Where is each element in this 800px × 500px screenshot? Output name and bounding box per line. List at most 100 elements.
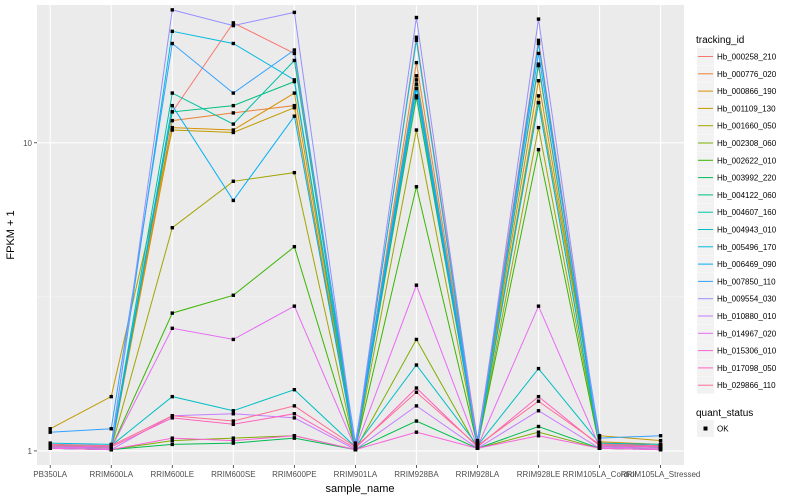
legend-ok-marker — [703, 426, 708, 431]
legend-label: Hb_006469_090 — [717, 260, 777, 269]
data-point — [292, 78, 297, 82]
legend-label: Hb_001660_050 — [717, 122, 777, 131]
legend-label: Hb_005496_170 — [717, 243, 777, 252]
legend-items: Hb_000258_210 Hb_000776_020 Hb_000866_190 H… — [697, 48, 777, 394]
data-point — [536, 51, 541, 56]
legend-item: Hb_001109_130 — [697, 99, 776, 117]
legend-label: Hb_000776_020 — [717, 70, 777, 79]
data-point — [536, 62, 541, 66]
data-point — [231, 128, 236, 132]
data-point — [231, 91, 236, 95]
data-point — [292, 387, 297, 392]
data-point — [292, 416, 297, 420]
data-point — [170, 41, 174, 46]
data-point — [536, 409, 541, 413]
legend-item: Hb_003992_220 — [697, 169, 777, 187]
data-point — [231, 111, 236, 115]
x-tick-label: RRIM928LE — [517, 470, 561, 479]
legend-item: Hb_004122_060 — [697, 186, 777, 204]
data-point — [536, 394, 541, 399]
data-point — [170, 414, 174, 418]
data-point — [109, 447, 113, 452]
data-point — [170, 311, 174, 315]
data-point — [536, 41, 541, 46]
legend-label: Hb_004122_060 — [717, 191, 777, 200]
data-point — [170, 442, 174, 447]
data-point — [536, 38, 541, 43]
data-point — [231, 293, 236, 297]
data-point — [292, 244, 297, 249]
data-point — [48, 442, 52, 447]
x-tick-label: RRIM600PE — [272, 470, 316, 479]
data-point — [414, 390, 419, 394]
data-point — [231, 422, 236, 426]
data-point — [231, 130, 236, 135]
x-tick-label: RRIM901LA — [334, 470, 378, 479]
legend-item: Hb_010880_010 — [697, 307, 777, 325]
data-point — [170, 326, 174, 330]
data-point — [292, 114, 297, 118]
data-point — [292, 105, 297, 110]
data-point — [353, 445, 358, 449]
legend-item: Hb_014967_020 — [697, 324, 777, 342]
legend-item: Hb_002308_060 — [697, 134, 777, 152]
data-point — [170, 118, 174, 123]
data-point — [170, 125, 174, 130]
legend-item: Hb_029866_110 — [697, 376, 776, 394]
data-point — [292, 434, 297, 438]
x-tick-label: RRIM928BA — [394, 470, 439, 479]
data-point — [292, 412, 297, 416]
data-point — [170, 226, 174, 230]
x-tick-label: RRIM600LA — [89, 470, 133, 479]
data-point — [414, 38, 419, 43]
data-point — [475, 438, 480, 443]
data-point — [414, 386, 419, 390]
data-point — [353, 441, 358, 445]
data-point — [536, 399, 541, 403]
data-point — [292, 304, 297, 308]
legend-item: Hb_004943_010 — [697, 221, 777, 238]
data-point — [292, 51, 297, 56]
legend-item: Hb_006469_090 — [697, 255, 777, 273]
legend-label: Hb_000258_210 — [717, 53, 777, 62]
legend-label: Hb_004943_010 — [717, 226, 777, 235]
data-point — [658, 447, 663, 452]
y-tick-label: 1 — [28, 447, 33, 456]
data-point — [414, 78, 419, 82]
data-point — [536, 430, 541, 434]
data-point — [231, 419, 236, 423]
data-point — [170, 128, 174, 132]
data-point — [536, 304, 541, 308]
legend-item: Hb_000258_210 — [697, 48, 777, 65]
legend-item: Hb_002622_010 — [697, 151, 777, 169]
data-point — [536, 424, 541, 429]
data-point — [292, 170, 297, 175]
data-point — [48, 430, 52, 434]
legend-label: Hb_014967_020 — [717, 329, 777, 338]
data-point — [536, 125, 541, 130]
data-point — [292, 48, 297, 52]
data-point — [414, 430, 419, 434]
data-point — [414, 86, 419, 91]
data-point — [231, 438, 236, 443]
legend-label: Hb_000866_190 — [717, 87, 777, 96]
legend-item: Hb_000776_020 — [697, 65, 777, 83]
data-point — [414, 337, 419, 342]
data-point — [231, 441, 236, 445]
data-point — [536, 366, 541, 371]
data-point — [414, 35, 419, 39]
data-point — [231, 41, 236, 46]
data-point — [475, 443, 480, 448]
legend-label: Hb_010880_010 — [717, 312, 777, 321]
data-point — [658, 434, 663, 438]
data-point — [414, 82, 419, 86]
legend-label: Hb_003992_220 — [717, 174, 777, 183]
data-point — [231, 337, 236, 342]
data-point — [597, 434, 602, 438]
data-point — [414, 74, 419, 78]
data-point — [536, 17, 541, 21]
data-point — [170, 91, 174, 95]
data-point — [292, 10, 297, 15]
data-point — [414, 15, 419, 20]
x-axis-title: sample_name — [325, 483, 394, 495]
